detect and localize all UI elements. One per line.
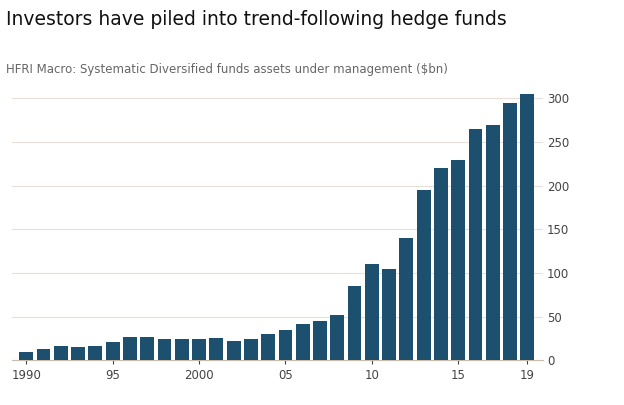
Bar (469, 129, 482, 360)
Bar (54, 345, 68, 360)
Text: Investors have piled into trend-following hedge funds: Investors have piled into trend-followin… (6, 10, 507, 29)
Bar (175, 339, 188, 360)
Bar (71, 347, 85, 360)
Bar (503, 103, 517, 360)
Bar (399, 238, 413, 360)
Bar (89, 345, 102, 360)
Bar (365, 264, 379, 360)
Bar (417, 190, 431, 360)
Bar (123, 337, 137, 360)
Bar (261, 334, 275, 360)
Bar (383, 269, 396, 360)
Bar (140, 337, 154, 360)
Text: HFRI Macro: Systematic Diversified funds assets under management ($bn): HFRI Macro: Systematic Diversified funds… (6, 63, 448, 76)
Bar (451, 160, 465, 360)
Bar (486, 125, 500, 360)
Bar (296, 324, 310, 360)
Bar (192, 339, 206, 360)
Bar (348, 286, 361, 360)
Bar (210, 338, 223, 360)
Bar (158, 339, 172, 360)
Bar (19, 352, 33, 360)
Bar (37, 349, 51, 360)
Bar (330, 315, 344, 360)
Bar (106, 342, 120, 360)
Bar (434, 168, 448, 360)
Bar (244, 339, 258, 360)
Bar (520, 94, 534, 360)
Bar (313, 321, 327, 360)
Bar (227, 341, 240, 360)
Bar (278, 330, 293, 360)
